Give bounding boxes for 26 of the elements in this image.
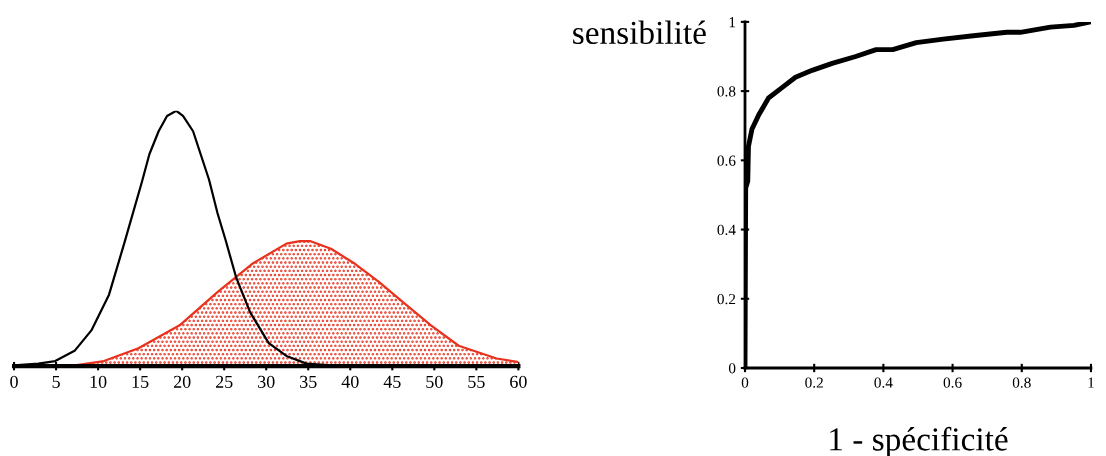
x-tick-label: 25 bbox=[215, 375, 233, 388]
x-tick-label: 0.6 bbox=[943, 377, 962, 388]
x-tick-label: 30 bbox=[258, 375, 275, 388]
x-tick-label: 0.4 bbox=[874, 377, 893, 388]
x-tick-label: 20 bbox=[173, 375, 191, 388]
y-tick-label: 0.6 bbox=[717, 155, 736, 166]
x-tick-label: 0.2 bbox=[805, 377, 823, 388]
y-tick-label: 1 bbox=[729, 17, 736, 28]
x-tick-label: 15 bbox=[132, 375, 149, 388]
x-tick-label: 10 bbox=[90, 375, 107, 388]
x-tick-label: 0.8 bbox=[1012, 377, 1031, 388]
y-axis-title: sensibilité bbox=[573, 20, 706, 45]
x-tick-label: 60 bbox=[510, 375, 527, 388]
x-tick-label: 0 bbox=[10, 375, 18, 388]
x-tick-label: 5 bbox=[52, 375, 60, 388]
y-tick-label: 0.4 bbox=[717, 224, 736, 236]
x-tick-label: 40 bbox=[341, 375, 359, 388]
x-tick-label: 1 bbox=[1088, 377, 1094, 388]
y-tick-label: 0.2 bbox=[717, 293, 736, 305]
y-tick-label: 0.8 bbox=[717, 86, 736, 97]
x-tick-label: 35 bbox=[300, 375, 317, 388]
x-tick-label: 50 bbox=[426, 375, 443, 388]
x-tick-label: 0 bbox=[741, 377, 749, 388]
x-tick-label: 45 bbox=[383, 375, 401, 388]
x-tick-label: 55 bbox=[468, 375, 485, 388]
y-tick-label: 0 bbox=[728, 363, 736, 374]
